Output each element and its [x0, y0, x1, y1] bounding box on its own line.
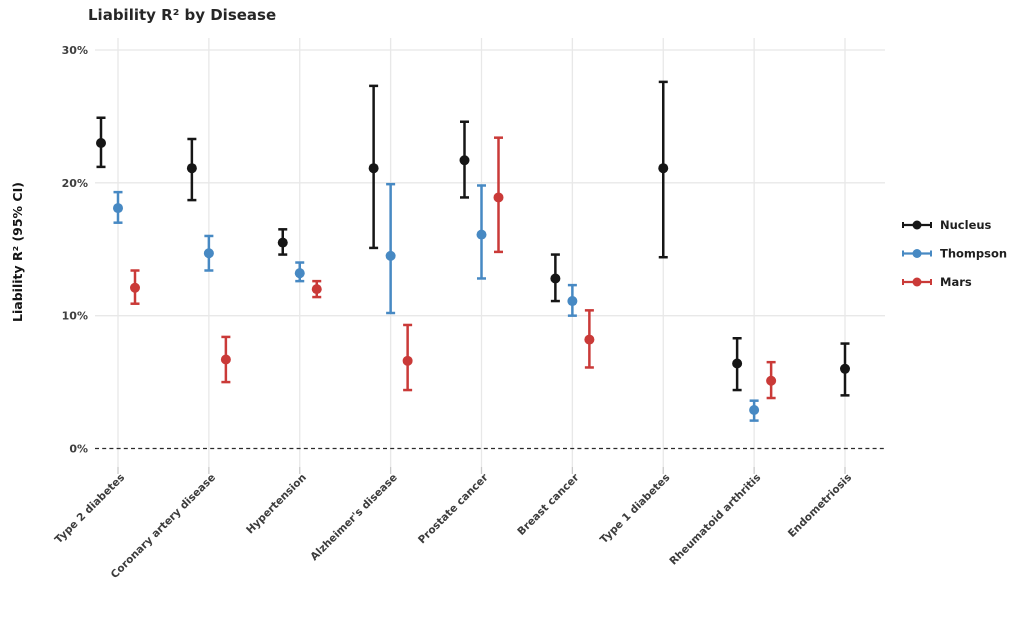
legend-item-thompson: Thompson: [902, 247, 1007, 261]
errorbar-mars-1: [130, 269, 140, 305]
grid-layer: [95, 38, 885, 474]
data-point: [277, 237, 288, 248]
errorbar-thompson-2: [203, 234, 214, 272]
data-point: [203, 248, 214, 259]
legend-label: Thompson: [940, 247, 1007, 261]
errorbar-nucleus-5: [459, 120, 470, 199]
chart-title: Liability R² by Disease: [88, 6, 276, 24]
x-tick-label: Type 1 diabetes: [598, 472, 672, 546]
data-point: [96, 137, 106, 148]
data-point: [567, 296, 578, 307]
legend: Nucleus Thompson Mars: [902, 218, 1007, 289]
data-point: [113, 203, 123, 214]
errorbar-thompson-5: [476, 184, 487, 280]
legend-item-nucleus: Nucleus: [902, 218, 992, 232]
legend-marker-dot: [912, 220, 922, 230]
data-point: [732, 358, 743, 369]
errorbar-nucleus-2: [186, 137, 197, 202]
legend-item-mars: Mars: [902, 275, 972, 289]
data-layer: [96, 80, 850, 422]
y-tick-label: 0%: [69, 443, 88, 456]
data-point: [294, 268, 305, 279]
legend-label: Mars: [940, 275, 972, 289]
errorbar-nucleus-3: [277, 228, 288, 256]
legend-label: Nucleus: [940, 218, 992, 232]
x-tick-label: Breast cancer: [515, 471, 582, 538]
data-point: [493, 192, 504, 203]
y-tick-label: 20%: [62, 177, 88, 190]
legend-marker-dot: [912, 249, 922, 258]
y-tick-label: 10%: [62, 310, 88, 323]
data-point: [476, 229, 487, 240]
data-point: [459, 155, 470, 166]
y-tick-label: 30%: [62, 44, 88, 57]
legend-marker-dot: [912, 277, 922, 287]
errorbar-nucleus-4: [368, 84, 379, 250]
x-tick-label: Endometriosis: [786, 472, 854, 540]
errorbar-nucleus-6: [550, 253, 561, 303]
x-tick-label: Rheumatoid arthritis: [667, 472, 763, 568]
errorbar-mars-3: [311, 279, 322, 299]
data-point: [368, 163, 379, 174]
x-tick-label: Coronary artery disease: [109, 472, 218, 581]
x-tick-label: Type 2 diabetes: [53, 472, 127, 546]
errorbar-nucleus-1: [96, 116, 106, 169]
x-tick-label: Alzheimer's disease: [308, 472, 399, 563]
data-point: [550, 273, 561, 284]
x-tick-label: Prostate cancer: [416, 471, 491, 546]
data-point: [186, 163, 197, 174]
errorbar-mars-6: [584, 309, 595, 369]
data-point: [749, 404, 760, 415]
errorbar-mars-5: [493, 136, 504, 254]
data-point: [584, 334, 595, 345]
x-tick-label: Hypertension: [244, 472, 309, 537]
data-point: [840, 363, 850, 374]
data-point: [311, 284, 322, 295]
errorbar-mars-4: [402, 323, 413, 392]
data-point: [766, 375, 777, 386]
errorbar-thompson-3: [294, 261, 305, 283]
errorbar-thompson-1: [113, 190, 123, 224]
errorbar-mars-2: [220, 335, 231, 384]
data-point: [130, 282, 140, 293]
data-point: [385, 250, 396, 261]
errorbar-nucleus-9: [840, 342, 850, 397]
data-point: [220, 354, 231, 365]
data-point: [658, 163, 669, 174]
errorbar-nucleus-7: [658, 80, 669, 259]
errorbar-nucleus-8: [732, 336, 743, 392]
errorbar-thompson-6: [567, 283, 578, 317]
errorbar-mars-8: [766, 360, 777, 400]
data-point: [402, 355, 413, 366]
y-axis-label: Liability R² (95% CI): [10, 182, 25, 322]
errorbar-thompson-8: [749, 399, 760, 422]
errorbar-thompson-4: [385, 182, 396, 315]
